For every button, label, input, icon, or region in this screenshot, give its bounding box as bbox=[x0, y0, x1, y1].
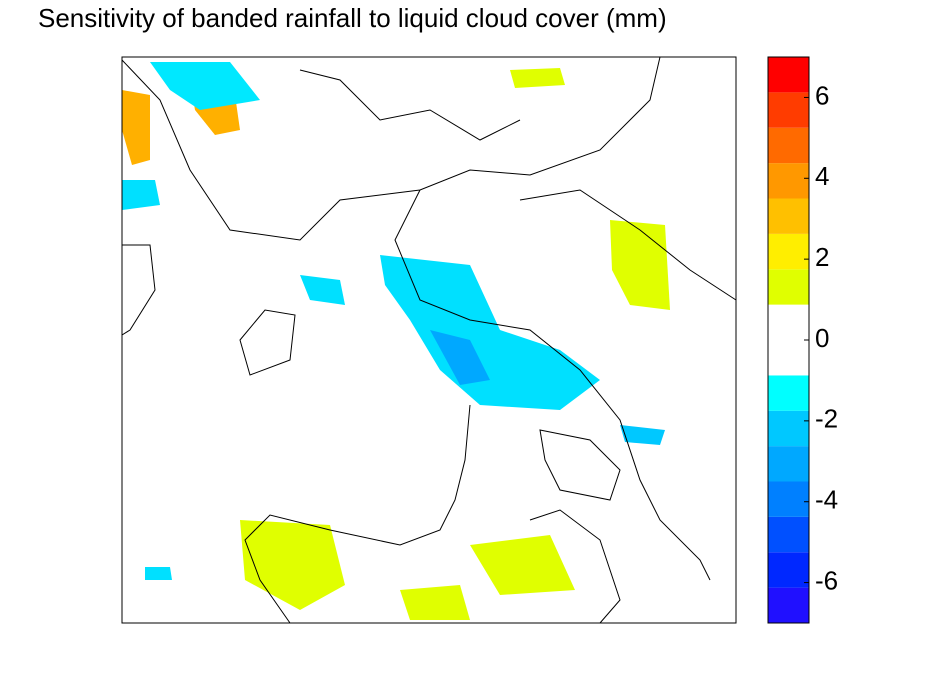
y-tick-label: -6 bbox=[815, 565, 838, 595]
colorbar-band bbox=[768, 446, 809, 482]
colorbar-band bbox=[768, 92, 809, 128]
colorbar: -6 -4 -2 0 2 4 6 bbox=[767, 56, 838, 624]
contour-line bbox=[539, 429, 621, 501]
colorbar-band bbox=[768, 198, 809, 234]
colorbar-band bbox=[768, 233, 809, 270]
y-tick-label: 0 bbox=[815, 323, 829, 353]
colorbar-band bbox=[768, 57, 809, 93]
contour-line bbox=[121, 56, 661, 241]
y-tick-label: 4 bbox=[815, 161, 829, 191]
field-patch bbox=[620, 425, 665, 445]
y-tick-label: -2 bbox=[815, 404, 838, 434]
field-patch bbox=[150, 62, 260, 110]
chart-title: Sensitivity of banded rainfall to liquid… bbox=[38, 3, 667, 33]
colorbar-band bbox=[768, 516, 809, 553]
contour-line bbox=[299, 69, 521, 141]
contour-line bbox=[519, 189, 737, 301]
field-patch bbox=[122, 90, 150, 165]
contours bbox=[121, 56, 737, 624]
field-patches bbox=[122, 62, 670, 620]
field-patch bbox=[430, 330, 490, 385]
contour-line bbox=[239, 309, 296, 376]
map-frame bbox=[121, 56, 737, 624]
field-patch bbox=[145, 567, 172, 580]
field-patch bbox=[300, 275, 345, 305]
y-tick-label: 6 bbox=[815, 80, 829, 110]
colorbar-band bbox=[768, 375, 809, 411]
field-patch bbox=[240, 520, 345, 610]
field-patch bbox=[510, 68, 565, 88]
contour-line bbox=[529, 509, 621, 624]
colorbar-band bbox=[768, 163, 809, 199]
field-patch bbox=[122, 180, 160, 210]
field-patch bbox=[400, 585, 470, 620]
colorbar-band bbox=[768, 410, 809, 447]
field-patch bbox=[470, 535, 575, 595]
colorbar-band bbox=[768, 269, 809, 305]
colorbar-band bbox=[768, 481, 809, 517]
colorbar-band bbox=[768, 304, 809, 376]
field-patch bbox=[380, 255, 600, 410]
y-tick-label: 2 bbox=[815, 242, 829, 272]
contour-line bbox=[394, 189, 711, 581]
colorbar-band bbox=[768, 552, 809, 588]
map bbox=[121, 56, 737, 624]
contour-line bbox=[244, 404, 471, 624]
y-tick-label: -4 bbox=[815, 485, 838, 515]
colorbar-band bbox=[768, 587, 809, 623]
colorbar-band bbox=[768, 127, 809, 164]
contour-line bbox=[121, 244, 156, 336]
